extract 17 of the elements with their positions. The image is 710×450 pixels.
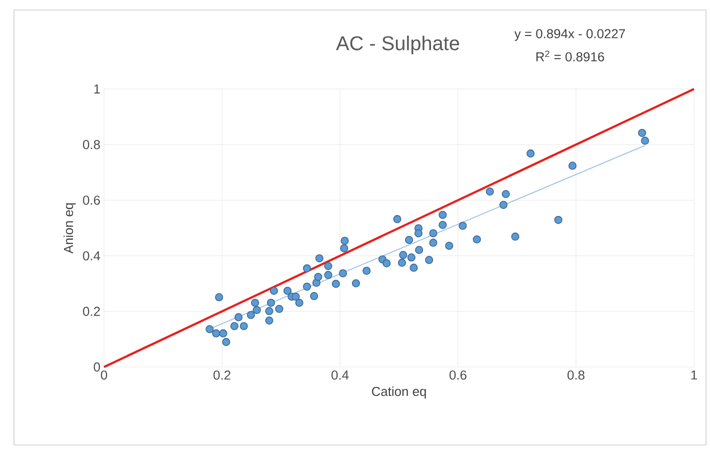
x-tick-label: 0.4 [332,370,349,380]
y-tick-label: 1 [94,84,100,94]
text: R$^{2}$ = 0.8916 [536,50,604,62]
text: y = 0.894x - 0.0227 [514,29,625,41]
y-tick-label: 0.8 [82,140,100,150]
x-tick-label: 1 [691,370,697,380]
x-tick-label: 0 [100,370,108,380]
y-tick-label: 0.6 [82,196,100,205]
chart-title: AC - Sulphate [336,36,460,54]
x-axis-title: Cation eq [372,386,426,399]
x-tick-label: 0.2 [214,370,230,380]
y-tick-label: 0.4 [82,251,100,260]
x-tick-label: 0.8 [568,370,584,380]
y-axis-title: Anion eq [64,203,76,254]
y-tick-label: 0.2 [82,306,100,316]
x-tick-label: 0.6 [450,370,466,380]
y-tick-label: 0 [94,362,100,372]
